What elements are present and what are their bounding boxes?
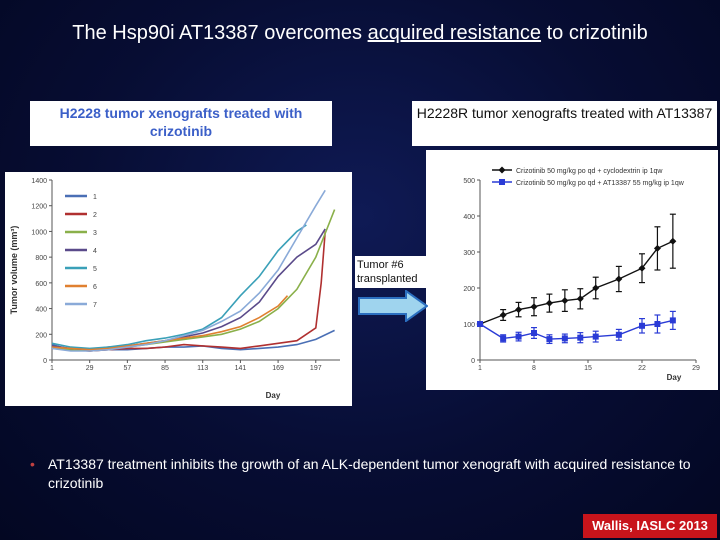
y-tick-label: 1200 bbox=[31, 204, 47, 211]
x-tick-label: 29 bbox=[692, 365, 700, 372]
data-point bbox=[592, 284, 600, 292]
x-tick-label: 57 bbox=[123, 365, 131, 372]
transplant-label: Tumor #6 transplanted bbox=[355, 256, 431, 288]
data-point bbox=[499, 311, 507, 319]
data-point bbox=[515, 333, 522, 340]
title-underlined: acquired resistance bbox=[367, 22, 542, 44]
data-point bbox=[546, 336, 553, 343]
x-tick-label: 141 bbox=[235, 365, 247, 372]
y-tick-label: 300 bbox=[463, 250, 475, 257]
x-tick-label: 197 bbox=[310, 365, 322, 372]
title-part-2: to crizotinib bbox=[541, 22, 648, 44]
legend-label: Crizotinib 50 mg/kg po qd + AT13387 55 m… bbox=[516, 180, 685, 187]
data-point bbox=[592, 333, 599, 340]
title-part-1: The Hsp90i AT13387 overcomes bbox=[72, 22, 368, 44]
legend-label: 5 bbox=[93, 266, 97, 273]
series-line-6 bbox=[51, 295, 289, 351]
slide-title: The Hsp90i AT13387 overcomes acquired re… bbox=[40, 20, 680, 46]
series-line-5 bbox=[51, 224, 307, 350]
credit-badge: Wallis, IASLC 2013 bbox=[583, 514, 717, 538]
data-point bbox=[561, 335, 568, 342]
y-tick-label: 400 bbox=[35, 307, 47, 314]
data-point bbox=[615, 331, 622, 338]
transplant-arrow-icon bbox=[358, 290, 428, 322]
left-panel-label: H2228 tumor xenografts treated with criz… bbox=[30, 101, 332, 146]
data-point bbox=[639, 322, 645, 329]
data-point bbox=[669, 237, 677, 245]
data-point bbox=[669, 317, 676, 324]
legend-label: 3 bbox=[93, 230, 97, 237]
x-axis-label: Day bbox=[667, 373, 682, 382]
data-point bbox=[545, 299, 553, 307]
legend-label: 2 bbox=[93, 212, 97, 219]
left-chart-panel: 0 200 400 600 800 1000 1200 1400 1 29 57 85 113 141 16… bbox=[5, 172, 352, 406]
legend-label: 4 bbox=[93, 248, 97, 255]
data-point bbox=[615, 275, 623, 283]
y-tick-label: 0 bbox=[471, 358, 475, 365]
x-tick-label: 15 bbox=[584, 365, 592, 372]
data-point bbox=[654, 321, 661, 327]
y-tick-label: 0 bbox=[43, 358, 47, 365]
right-chart: 0 100 200 300 400 500 1 8 15 22 29 Day Crizotinib 50… bbox=[463, 166, 700, 382]
right-panel-label: H2228R tumor xenografts treated with AT1… bbox=[412, 101, 717, 146]
data-point bbox=[530, 303, 538, 311]
legend-label: 6 bbox=[93, 284, 97, 291]
data-point bbox=[653, 244, 661, 252]
y-tick-label: 100 bbox=[463, 322, 475, 329]
data-point bbox=[561, 297, 569, 305]
y-tick-label: 200 bbox=[35, 332, 47, 339]
y-tick-label: 1400 bbox=[31, 178, 47, 185]
data-point bbox=[515, 306, 523, 314]
legend-marker bbox=[498, 166, 506, 174]
y-axis-label: Tumor volume (mm³) bbox=[9, 226, 19, 315]
y-tick-label: 1000 bbox=[31, 229, 47, 236]
data-point bbox=[638, 264, 646, 272]
data-point bbox=[477, 321, 483, 327]
y-tick-label: 200 bbox=[463, 286, 475, 293]
x-tick-label: 85 bbox=[161, 365, 169, 372]
legend-marker bbox=[499, 179, 505, 185]
x-tick-label: 29 bbox=[86, 365, 94, 372]
x-tick-label: 8 bbox=[532, 365, 536, 372]
y-tick-label: 500 bbox=[463, 178, 475, 185]
series-line-7 bbox=[51, 189, 326, 352]
data-point bbox=[500, 335, 507, 342]
data-point bbox=[576, 295, 584, 303]
x-tick-label: 169 bbox=[272, 365, 284, 372]
y-tick-label: 400 bbox=[463, 214, 475, 221]
bullet-text: AT13387 treatment inhibits the growth of… bbox=[48, 456, 691, 491]
y-tick-label: 600 bbox=[35, 281, 47, 288]
x-axis-label: Day bbox=[266, 391, 281, 400]
x-tick-label: 22 bbox=[638, 365, 646, 372]
bullet-dot-icon: • bbox=[30, 456, 35, 472]
legend-label: 7 bbox=[93, 302, 97, 309]
data-point bbox=[577, 334, 584, 341]
right-chart-panel: 0 100 200 300 400 500 1 8 15 22 29 Day Crizotinib 50… bbox=[426, 150, 718, 390]
data-point bbox=[531, 330, 537, 336]
legend-label: 1 bbox=[93, 194, 97, 201]
y-tick-label: 800 bbox=[35, 255, 47, 262]
x-tick-label: 1 bbox=[478, 365, 482, 372]
legend-label: Crizotinib 50 mg/kg po qd + cyclodextrin… bbox=[516, 168, 663, 175]
bullet-point: • AT13387 treatment inhibits the growth … bbox=[30, 455, 700, 493]
x-tick-label: 113 bbox=[197, 365, 208, 372]
x-tick-label: 1 bbox=[50, 365, 54, 372]
